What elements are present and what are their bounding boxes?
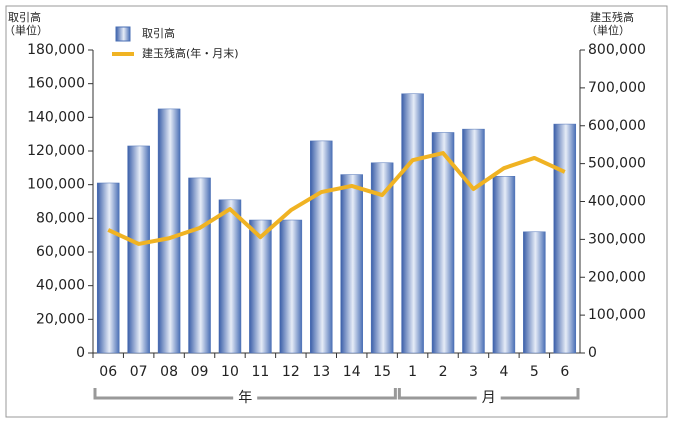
y-tick-label: 140,000 — [27, 109, 85, 125]
y2-tick-label: 300,000 — [588, 231, 646, 247]
bar — [431, 132, 455, 354]
x-tick-label: 4 — [499, 364, 508, 380]
y2-tick-label: 0 — [588, 345, 597, 361]
x-tick-label: 14 — [343, 364, 361, 380]
x-tick-label: 1 — [408, 364, 417, 380]
y-tick-label: 100,000 — [27, 177, 85, 193]
group-label: 年 — [238, 390, 252, 406]
bar — [249, 219, 272, 354]
frame — [5, 5, 668, 418]
x-tick-label: 3 — [469, 364, 478, 380]
legend-label: 建玉残高(年・月末) — [142, 46, 239, 60]
bar — [553, 123, 577, 354]
y-axis-label: 取引高 — [8, 10, 41, 24]
y2-tick-label: 700,000 — [588, 80, 646, 96]
group-label: 月 — [482, 390, 496, 406]
bar — [523, 231, 546, 354]
bar — [492, 176, 516, 354]
y2-tick-label: 800,000 — [588, 42, 646, 58]
x-tick-label: 07 — [130, 364, 148, 380]
group-label-bg — [476, 388, 501, 408]
x-tick-label: 13 — [312, 364, 330, 380]
x-tick-label: 10 — [221, 364, 239, 380]
bar — [188, 177, 211, 354]
y-axis-unit: （単位） — [4, 23, 48, 37]
y2-axis-label: 建玉残高 — [590, 10, 634, 24]
x-tick-label: 12 — [282, 364, 300, 380]
x-tick-label: 15 — [373, 364, 391, 380]
bar — [127, 145, 150, 354]
bar — [310, 140, 333, 354]
line — [107, 151, 566, 246]
y-tick-label: 180,000 — [27, 42, 85, 58]
x-tick-label: 08 — [160, 364, 178, 380]
bar — [462, 128, 485, 354]
y2-tick-label: 100,000 — [588, 307, 646, 323]
x-tick-label: 06 — [99, 364, 117, 380]
x-tick-label: 11 — [251, 364, 269, 380]
y-tick-label: 80,000 — [36, 210, 85, 226]
y2-tick-label: 200,000 — [588, 269, 646, 285]
legend-swatch — [115, 26, 131, 42]
x-tick-label: 2 — [439, 364, 448, 380]
y-tick-label: 40,000 — [36, 278, 85, 294]
bar — [218, 199, 242, 354]
bar — [279, 219, 303, 354]
y2-tick-label: 500,000 — [588, 156, 646, 172]
x-tick-label: 6 — [560, 364, 569, 380]
bar — [401, 93, 424, 354]
y2-axis-unit: （単位） — [586, 23, 630, 37]
y2-tick-label: 400,000 — [588, 194, 646, 210]
bar — [157, 108, 181, 354]
y-tick-label: 60,000 — [36, 244, 85, 260]
x-tick-label: 09 — [191, 364, 209, 380]
y-tick-label: 0 — [76, 345, 85, 361]
y-tick-label: 160,000 — [27, 76, 85, 92]
y-tick-label: 120,000 — [27, 143, 85, 159]
y-tick-label: 20,000 — [36, 311, 85, 327]
bar — [370, 162, 394, 354]
legend-label: 取引高 — [142, 26, 175, 40]
bar — [340, 174, 363, 354]
bar — [96, 182, 120, 354]
group-label-bg — [233, 388, 258, 408]
x-tick-label: 5 — [530, 364, 539, 380]
y2-tick-label: 600,000 — [588, 118, 646, 134]
